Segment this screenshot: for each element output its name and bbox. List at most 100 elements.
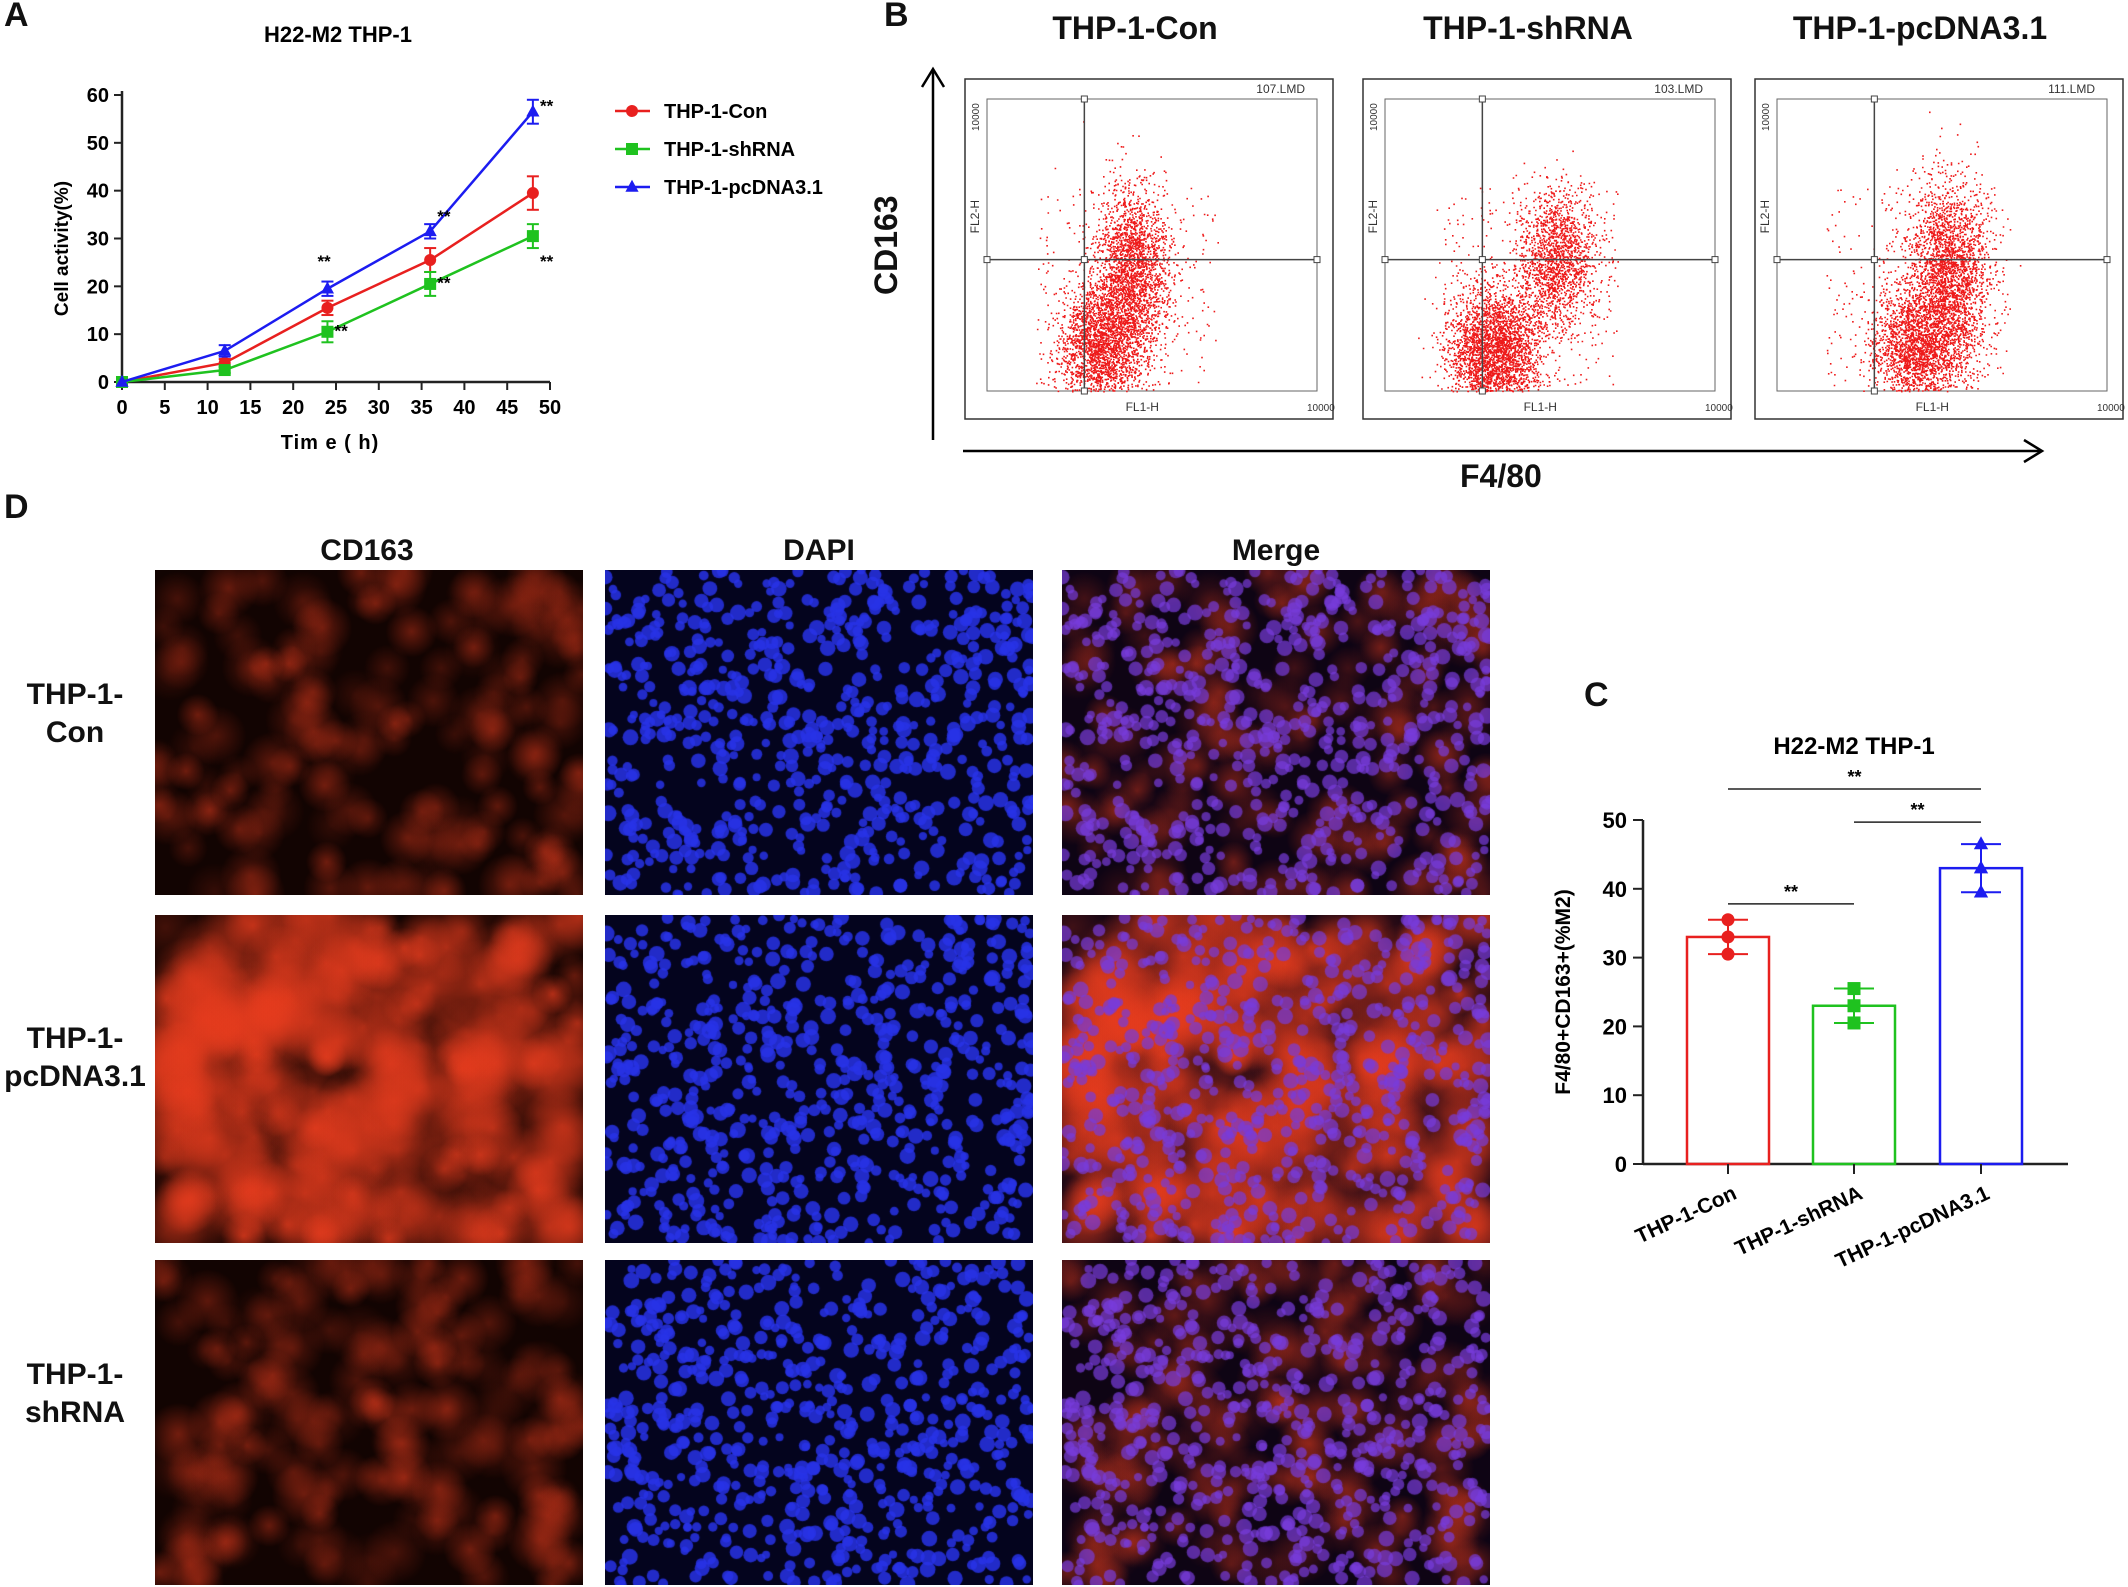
flow-title-shrna: THP-1-shRNA	[1423, 10, 1633, 46]
y-tick-label: 30	[87, 229, 109, 251]
y-tick-label: 0	[1615, 1152, 1627, 1177]
micrograph-image	[155, 570, 583, 895]
flow-plot-area	[986, 98, 1318, 392]
line-chart-a: H22-M2 THP-1 0 10 20 30 40 50 60 0 5 10 15 20 25 30 35 4…	[52, 22, 823, 454]
data-point	[1973, 884, 1989, 898]
y-tick-label: 0	[98, 372, 109, 394]
flow-dots	[1036, 121, 1219, 393]
flow-plot-1: 103.LMD FL1-H 10000 FL2-H 10000	[1362, 78, 1733, 420]
micro-col-title-dapi: DAPI	[783, 534, 855, 567]
significance-label: **	[317, 252, 331, 271]
micro-row-label-shrna: THP-1- shRNA	[24, 1358, 125, 1429]
y-tick-label: 50	[87, 133, 109, 155]
flow-x-channel: FL1-H	[1916, 400, 1949, 414]
data-point	[526, 104, 540, 117]
flow-y-axis-label: CD163	[868, 195, 904, 295]
y-axis-label: F4/80+CD163+(%M2)	[1552, 889, 1575, 1094]
flow-plot-0: 107.LMD FL1-H 10000 FL2-H 10000	[964, 78, 1335, 420]
flow-y-channel: FL2-H	[968, 200, 982, 233]
bar	[1938, 866, 2024, 1166]
micro-row-label-pcdna: THP-1- pcDNA3.1	[4, 1022, 146, 1093]
quadrant-handle	[1711, 256, 1719, 264]
data-point	[424, 277, 437, 290]
legend-marker	[625, 179, 639, 192]
significance-label: **	[1910, 800, 1924, 820]
quadrant-handle	[1313, 256, 1321, 264]
data-point	[115, 374, 129, 387]
x-tick-label: 45	[496, 397, 518, 419]
x-tick-label: 20	[282, 397, 304, 419]
data-point	[1847, 1016, 1861, 1030]
data-point	[423, 224, 437, 237]
x-tick-label: 0	[116, 397, 127, 419]
significance-label: **	[437, 274, 451, 293]
bar-chart-c: H22-M2 THP-1 0 10 20 30 40 50 F4/80+CD163+(%M2)…	[1552, 733, 2068, 1273]
flow-plot-2: 111.LMD FL1-H 10000 FL2-H 10000	[1754, 78, 2125, 420]
quadrant-handle	[1870, 387, 1878, 395]
x-tick-label: 40	[453, 397, 475, 419]
quadrant-handle	[1870, 256, 1878, 264]
panel-letter-a: A	[4, 0, 29, 34]
data-point	[321, 301, 334, 314]
x-tick-label: 30	[368, 397, 390, 419]
significance-label: **	[540, 252, 554, 271]
quadrant-handle	[2103, 256, 2111, 264]
significance-label: **	[335, 322, 349, 341]
legend-label: THP-1-pcDNA3.1	[664, 177, 823, 199]
micro-row-label-con: THP-1- Con	[26, 678, 124, 749]
micrograph-merge-2	[1062, 1260, 1490, 1585]
data-point	[218, 364, 231, 377]
data-point	[1721, 913, 1735, 927]
significance-label: **	[437, 207, 451, 226]
flow-x-axis-label: F4/80	[1460, 458, 1542, 494]
micrograph-image	[1062, 570, 1490, 895]
quadrant-handle	[1773, 256, 1781, 264]
y-tick-label: 10	[1603, 1083, 1627, 1108]
data-point	[321, 325, 334, 338]
significance-label: **	[1847, 767, 1861, 787]
flow-y-arrowhead	[920, 66, 946, 88]
data-point	[218, 343, 232, 356]
legend-label: THP-1-Con	[664, 101, 767, 123]
x-tick-label: THP-1-Con	[1632, 1182, 1740, 1249]
x-tick-label: 25	[325, 397, 347, 419]
data-point	[1721, 947, 1735, 961]
data-point	[1973, 860, 1989, 874]
quadrant-handle	[1381, 256, 1389, 264]
data-point	[1847, 999, 1861, 1013]
y-tick-label: 50	[1603, 808, 1627, 833]
micrograph-dapi-2	[605, 1260, 1033, 1585]
significance-label: **	[1784, 882, 1798, 902]
significance-label: **	[540, 97, 554, 116]
quadrant-handle	[1080, 387, 1088, 395]
panel-letter-b: B	[884, 0, 909, 34]
quadrant-handle	[983, 256, 991, 264]
x-tick-label: 10	[196, 397, 218, 419]
micro-col-title-cd163: CD163	[320, 534, 414, 567]
data-point	[1721, 930, 1735, 944]
micrograph-image	[605, 570, 1033, 895]
micrograph-image	[155, 1260, 583, 1585]
x-tick-label: 5	[159, 397, 170, 419]
micrograph-image	[605, 915, 1033, 1243]
micrograph-image	[155, 915, 583, 1243]
panel-letter-d: D	[4, 488, 29, 526]
data-point	[526, 230, 539, 243]
y-tick-label: 40	[87, 181, 109, 203]
y-tick-label: 60	[87, 85, 109, 107]
flow-y-max: 10000	[1761, 103, 1772, 131]
quadrant-handle	[1478, 95, 1486, 103]
micrograph-dapi-1	[605, 915, 1033, 1243]
quadrant-handle	[1080, 95, 1088, 103]
flow-file-label: 103.LMD	[1654, 82, 1703, 96]
flow-x-channel: FL1-H	[1524, 400, 1557, 414]
flow-y-max: 10000	[971, 103, 982, 131]
quadrant-handle	[1870, 95, 1878, 103]
flow-x-max: 10000	[1705, 403, 1733, 414]
flow-title-pcdna: THP-1-pcDNA3.1	[1792, 10, 2048, 46]
y-axis-label: Cell activity(%)	[52, 181, 73, 316]
quadrant-handle	[1478, 256, 1486, 264]
bar	[1685, 935, 1771, 1166]
flow-title-con: THP-1-Con	[1052, 10, 1218, 46]
